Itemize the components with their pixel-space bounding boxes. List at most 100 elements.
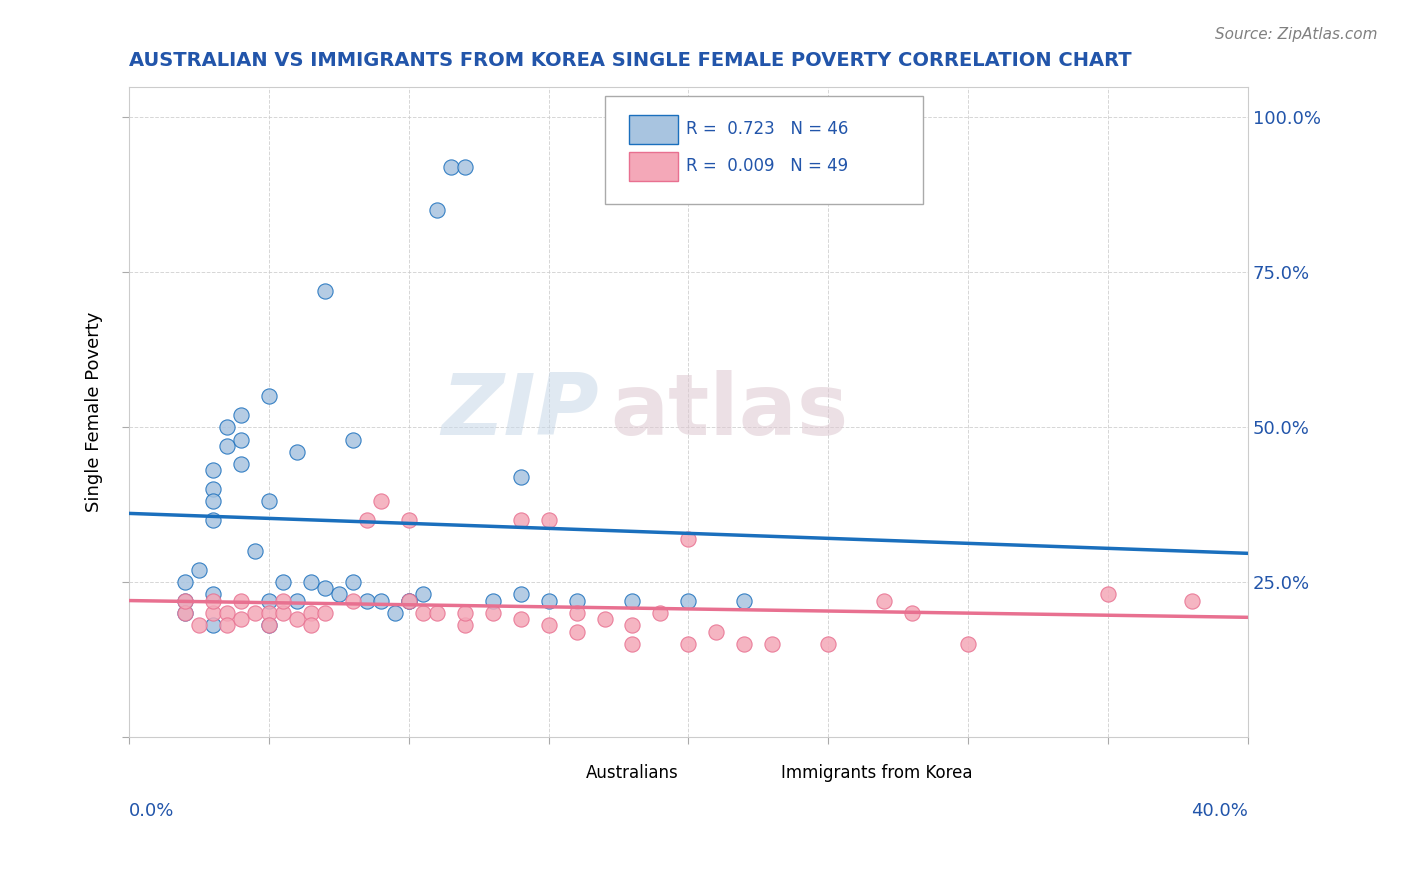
Point bbox=[314, 581, 336, 595]
FancyBboxPatch shape bbox=[628, 153, 678, 181]
Point bbox=[299, 606, 322, 620]
Point bbox=[384, 606, 406, 620]
Point bbox=[215, 420, 238, 434]
Point bbox=[271, 574, 294, 589]
Point bbox=[370, 494, 392, 508]
Text: 0.0%: 0.0% bbox=[129, 802, 174, 820]
Point bbox=[187, 618, 209, 632]
Point bbox=[481, 593, 503, 607]
Point bbox=[733, 637, 755, 651]
Text: R =  0.009   N = 49: R = 0.009 N = 49 bbox=[686, 158, 848, 176]
Text: R =  0.723   N = 46: R = 0.723 N = 46 bbox=[686, 120, 849, 138]
Point bbox=[299, 574, 322, 589]
Point bbox=[453, 618, 475, 632]
Point bbox=[370, 593, 392, 607]
Point bbox=[398, 513, 420, 527]
Point bbox=[328, 587, 350, 601]
Point bbox=[201, 593, 224, 607]
Point bbox=[356, 593, 378, 607]
Text: atlas: atlas bbox=[610, 370, 848, 453]
FancyBboxPatch shape bbox=[628, 115, 678, 144]
Point bbox=[537, 593, 560, 607]
FancyBboxPatch shape bbox=[605, 96, 924, 203]
Point bbox=[285, 445, 308, 459]
Point bbox=[761, 637, 783, 651]
Point bbox=[257, 618, 280, 632]
Point bbox=[901, 606, 924, 620]
Point bbox=[229, 612, 252, 626]
Y-axis label: Single Female Poverty: Single Female Poverty bbox=[86, 311, 103, 512]
Point bbox=[509, 587, 531, 601]
Point bbox=[243, 606, 266, 620]
Point bbox=[537, 513, 560, 527]
Point bbox=[201, 618, 224, 632]
Point bbox=[873, 593, 896, 607]
Point bbox=[215, 618, 238, 632]
Point bbox=[957, 637, 980, 651]
Point bbox=[229, 433, 252, 447]
Point bbox=[342, 574, 364, 589]
Point bbox=[509, 513, 531, 527]
Text: Immigrants from Korea: Immigrants from Korea bbox=[782, 764, 973, 782]
Point bbox=[426, 606, 449, 620]
Point bbox=[621, 618, 644, 632]
Point bbox=[229, 408, 252, 422]
Point bbox=[509, 469, 531, 483]
Point bbox=[285, 593, 308, 607]
Point bbox=[201, 587, 224, 601]
Point bbox=[299, 618, 322, 632]
Point bbox=[678, 532, 700, 546]
Point bbox=[621, 637, 644, 651]
Point bbox=[593, 612, 616, 626]
Point bbox=[565, 593, 588, 607]
Point bbox=[201, 513, 224, 527]
Point bbox=[229, 593, 252, 607]
Point bbox=[621, 593, 644, 607]
Point bbox=[174, 606, 197, 620]
Point bbox=[314, 284, 336, 298]
Point bbox=[426, 203, 449, 218]
Point bbox=[356, 513, 378, 527]
Point bbox=[817, 637, 839, 651]
Point bbox=[537, 618, 560, 632]
Point bbox=[314, 606, 336, 620]
FancyBboxPatch shape bbox=[735, 761, 776, 786]
Point bbox=[257, 494, 280, 508]
Point bbox=[678, 593, 700, 607]
Point bbox=[201, 606, 224, 620]
Point bbox=[187, 563, 209, 577]
Point bbox=[174, 593, 197, 607]
Point bbox=[257, 389, 280, 403]
Point bbox=[285, 612, 308, 626]
Point bbox=[509, 612, 531, 626]
Point bbox=[650, 606, 672, 620]
Point bbox=[174, 606, 197, 620]
Point bbox=[733, 593, 755, 607]
FancyBboxPatch shape bbox=[540, 761, 579, 786]
Point bbox=[398, 593, 420, 607]
Point bbox=[412, 606, 434, 620]
Point bbox=[481, 606, 503, 620]
Point bbox=[215, 439, 238, 453]
Point bbox=[1181, 593, 1204, 607]
Point bbox=[257, 593, 280, 607]
Point bbox=[174, 574, 197, 589]
Point bbox=[174, 593, 197, 607]
Point bbox=[342, 433, 364, 447]
Point bbox=[398, 593, 420, 607]
Point bbox=[398, 593, 420, 607]
Point bbox=[257, 606, 280, 620]
Point bbox=[678, 637, 700, 651]
Point bbox=[412, 587, 434, 601]
Point bbox=[257, 618, 280, 632]
Text: Australians: Australians bbox=[585, 764, 678, 782]
Point bbox=[706, 624, 728, 639]
Point bbox=[201, 463, 224, 477]
Point bbox=[201, 482, 224, 496]
Point bbox=[453, 160, 475, 174]
Text: 40.0%: 40.0% bbox=[1191, 802, 1249, 820]
Point bbox=[215, 606, 238, 620]
Point bbox=[243, 544, 266, 558]
Point bbox=[565, 624, 588, 639]
Point bbox=[271, 606, 294, 620]
